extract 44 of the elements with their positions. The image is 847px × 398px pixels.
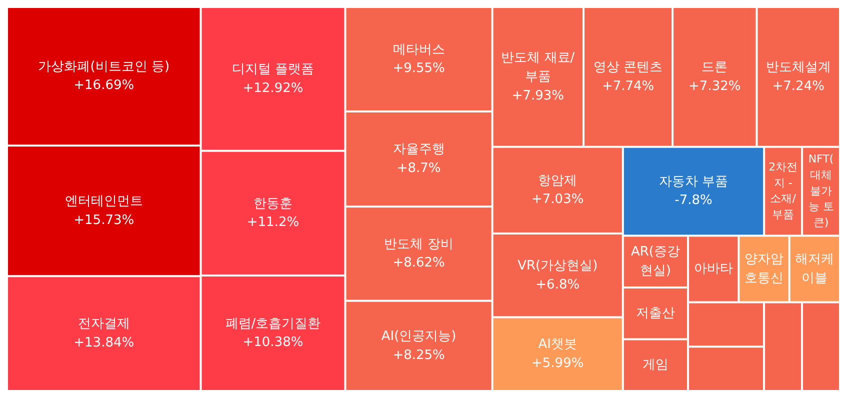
category-label: AR(증강현실)	[630, 244, 680, 279]
data-label: +9.55%	[392, 61, 445, 76]
category-label: 항암제	[538, 173, 578, 188]
data-label: +7.93%	[512, 88, 564, 104]
category-label: 반도체설계	[766, 60, 831, 76]
data-label: +6.8%	[536, 277, 580, 292]
category-label: 가상화폐(비트코인 등)	[38, 59, 170, 74]
data-label: +10.38%	[242, 335, 304, 350]
data-label: +8.7%	[396, 160, 441, 176]
category-label: 디지털 플랫폼	[232, 62, 314, 78]
data-label: -7.8%	[674, 193, 712, 208]
category-label: 2차전지 - 소재/부품	[768, 160, 798, 222]
category-label: 한동훈	[254, 196, 292, 212]
data-label: +8.62%	[392, 256, 445, 271]
data-label: +13.84%	[74, 336, 134, 351]
data-label: +5.99%	[532, 356, 584, 372]
data-label: +7.32%	[688, 78, 741, 94]
category-label: 영상 콘텐츠	[593, 60, 663, 76]
data-label: +12.92%	[242, 80, 304, 96]
data-label: +15.73%	[74, 212, 134, 228]
category-label: 자율주행	[392, 142, 445, 158]
category-label: 반도체 재료/부품	[501, 50, 576, 84]
category-label: 드론	[702, 60, 728, 76]
category-label: 전자결제	[78, 316, 130, 332]
category-label: 저출산	[636, 306, 675, 321]
data-label: +7.74%	[602, 78, 654, 94]
data-label: +16.69%	[74, 78, 134, 94]
category-label: AI챗봇	[538, 337, 577, 352]
category-label: 해저케이블	[795, 252, 834, 286]
category-label: 폐렴/호흡기질환	[225, 316, 321, 332]
category-label: VR(가상현실)	[518, 258, 598, 274]
category-label: 자동차 부품	[658, 174, 728, 190]
category-label: NFT(대체불가능 토큰)	[808, 152, 834, 230]
data-label: +7.03%	[532, 192, 584, 208]
category-label: 게임	[642, 358, 668, 373]
category-label: 반도체 장비	[384, 236, 454, 252]
data-label: +7.24%	[772, 78, 824, 94]
category-label: 엔터테인먼트	[64, 194, 143, 209]
category-label: 양자암호통신	[744, 252, 784, 286]
category-label: 아바타	[694, 262, 733, 277]
data-label: +11.2%	[246, 215, 300, 230]
data-label: +8.25%	[392, 348, 445, 363]
category-label: AI(인공지능)	[381, 329, 456, 344]
category-label: 메타버스	[392, 42, 445, 58]
